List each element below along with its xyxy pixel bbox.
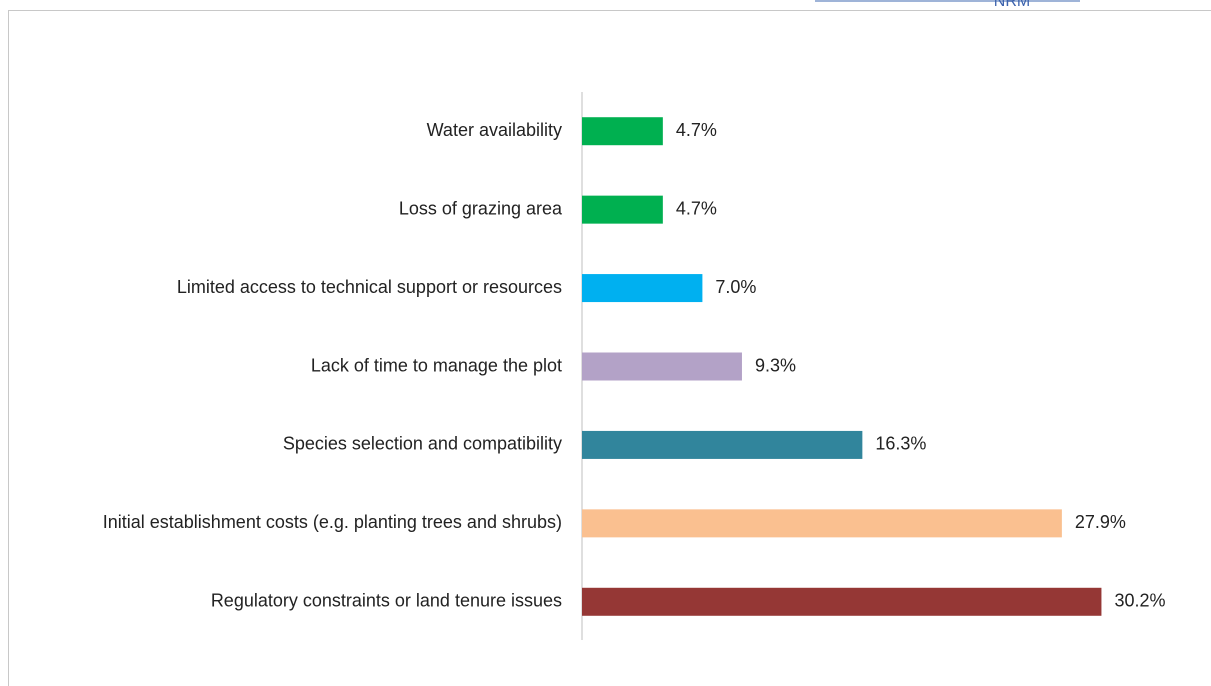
- data-label: 16.3%: [875, 434, 926, 454]
- y-tick-label: Species selection and compatibility: [283, 434, 562, 454]
- data-label: 4.7%: [676, 198, 717, 218]
- bar: [582, 274, 703, 303]
- data-label: 7.0%: [715, 277, 756, 297]
- logo-bar: [815, 0, 1080, 2]
- y-tick-label: Regulatory constraints or land tenure is…: [211, 591, 562, 611]
- y-tick-label: Water availability: [427, 120, 562, 140]
- chart-frame: [8, 10, 1211, 686]
- bar: [582, 430, 863, 459]
- bar: [582, 352, 742, 381]
- data-label: 30.2%: [1114, 591, 1165, 611]
- data-label: 4.7%: [676, 120, 717, 140]
- bar: [582, 195, 663, 224]
- y-tick-label: Lack of time to manage the plot: [311, 355, 562, 375]
- data-label: 9.3%: [755, 355, 796, 375]
- y-tick-label: Limited access to technical support or r…: [177, 277, 562, 297]
- bar: [582, 587, 1102, 616]
- y-tick-label: Loss of grazing area: [399, 198, 563, 218]
- data-label: 27.9%: [1075, 512, 1126, 532]
- y-tick-label: Initial establishment costs (e.g. planti…: [103, 512, 562, 532]
- bar: [582, 117, 663, 146]
- bar: [582, 509, 1062, 538]
- logo-text: NRM: [994, 0, 1030, 10]
